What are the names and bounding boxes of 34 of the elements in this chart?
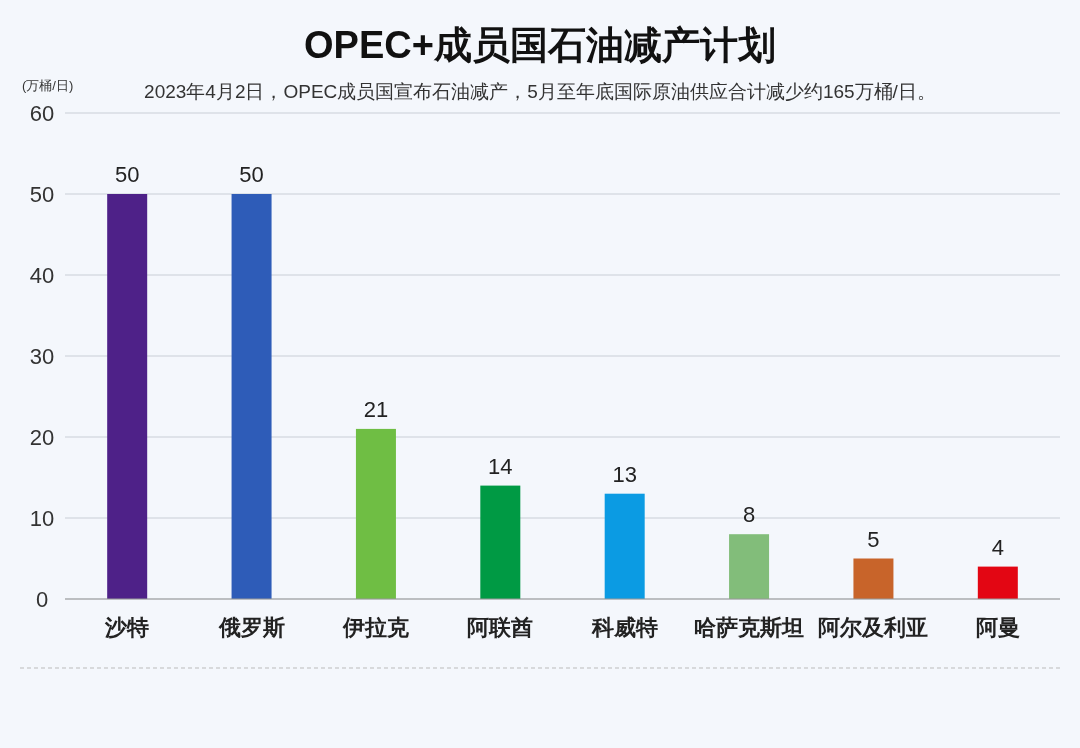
y-tick-label: 10 <box>29 506 55 531</box>
bar <box>604 493 645 599</box>
x-tick-label: 哈萨克斯坦 <box>694 615 805 640</box>
data-label: 14 <box>488 453 513 479</box>
x-tick-label: 俄罗斯 <box>217 615 285 640</box>
x-tick-label: 阿曼 <box>975 615 1020 640</box>
y-axis-title: (万桶/日) <box>22 78 74 93</box>
bar <box>853 558 894 599</box>
bar <box>729 534 770 599</box>
bar <box>355 428 396 599</box>
x-tick-label: 阿联酋 <box>467 615 534 640</box>
data-label: 50 <box>114 162 140 187</box>
chart-subtitle: 2023年4月2日，OPEC成员国宣布石油减产，5月至年底国际原油供应合计减少约165万桶/日。 <box>144 81 936 102</box>
data-label: 21 <box>363 396 389 422</box>
y-tick-label: 50 <box>29 182 55 207</box>
data-label: 50 <box>239 162 264 187</box>
y-tick-label: 0 <box>35 587 49 612</box>
bar <box>231 194 272 599</box>
y-tick-label: 30 <box>29 344 55 369</box>
data-label: 13 <box>612 461 637 487</box>
bar <box>107 194 148 599</box>
bar <box>977 566 1018 599</box>
data-label: 5 <box>867 526 880 552</box>
x-tick-label: 沙特 <box>104 615 150 640</box>
y-tick-label: 20 <box>29 425 55 450</box>
y-tick-label: 40 <box>29 263 55 288</box>
x-tick-label: 阿尔及利亚 <box>818 615 929 640</box>
y-tick-label: 60 <box>29 101 55 126</box>
x-tick-label: 科威特 <box>590 615 658 640</box>
bar <box>480 485 521 599</box>
data-label: 8 <box>742 502 756 528</box>
x-tick-label: 伊拉克 <box>341 615 409 640</box>
data-label: 4 <box>991 534 1004 560</box>
chart-title: OPEC+成员国石油减产计划 <box>304 24 776 66</box>
